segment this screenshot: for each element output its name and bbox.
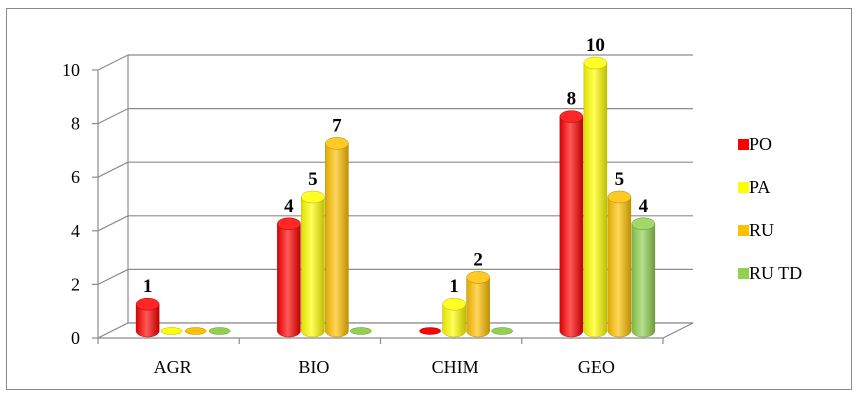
bar-top [559,110,584,123]
data-label: 2 [473,249,483,270]
data-label: 4 [639,196,649,217]
bar [325,137,349,338]
bar [583,56,608,338]
bar [301,190,325,338]
bar-top [583,56,608,70]
x-tick-label: GEO [578,357,615,377]
bar-zero-disc [419,327,441,335]
bar-top [135,297,160,311]
bar [607,190,632,338]
bar-body [631,223,656,338]
bar [350,327,372,335]
bar-top [607,190,632,204]
legend-swatch [738,225,749,236]
bar-top [631,217,656,231]
bar [419,327,441,335]
data-label: 1 [143,276,153,297]
bar [491,327,513,335]
legend-label: RU TD [749,263,802,283]
side-gridline [97,54,129,71]
legend-label: PA [749,177,770,197]
bar-zero-disc [160,327,183,335]
data-label: 1 [449,276,459,297]
y-tick-label: 0 [71,328,80,348]
bar [277,217,301,338]
bar-body [277,223,301,338]
bar-top [301,190,325,204]
side-gridline [97,161,129,178]
bar-body [466,277,490,338]
x-tick-label: BIO [298,357,329,377]
x-tick-label: AGR [154,357,192,377]
data-label: 8 [567,89,577,110]
y-tick-label: 2 [71,274,80,294]
bar [631,217,656,338]
bar-body [607,196,632,338]
bar-zero-disc [491,327,513,335]
side-gridline [97,215,129,232]
data-label: 5 [615,169,625,190]
bar [135,297,160,338]
data-label: 7 [332,115,342,136]
chart-floor [97,322,694,339]
bar-body [301,196,325,338]
data-label: 5 [308,169,318,190]
legend: PO PA RU RU TD [738,134,802,283]
bar-body [135,303,160,338]
legend-label: PO [749,134,772,154]
side-gridline [97,108,129,125]
y-tick-label: 4 [71,221,80,241]
bar-zero-disc [208,327,231,335]
side-gridline [97,268,129,285]
legend-label: RU [749,220,774,240]
data-label: 10 [586,35,605,56]
bar [466,271,490,338]
y-tick-label: 8 [71,114,80,134]
bar-body [325,143,349,338]
bar-top [277,217,301,231]
bar-body [583,62,608,338]
bar-zero-disc [350,327,372,335]
legend-swatch [738,139,749,150]
bar-top [325,137,349,150]
bar [442,297,466,338]
y-tick-label: 6 [71,167,80,187]
bar [184,327,207,335]
bar-body [442,303,466,338]
bar [559,110,584,338]
bar [208,327,231,335]
bar-body [559,116,584,338]
x-tick-label: CHIM [432,357,479,377]
bar-top [442,297,466,311]
bar [160,327,183,335]
data-label: 4 [284,196,294,217]
bar-top [466,271,490,284]
legend-swatch [738,268,749,279]
legend-swatch [738,182,749,193]
bar-zero-disc [184,327,207,335]
y-tick-label: 10 [62,60,80,80]
